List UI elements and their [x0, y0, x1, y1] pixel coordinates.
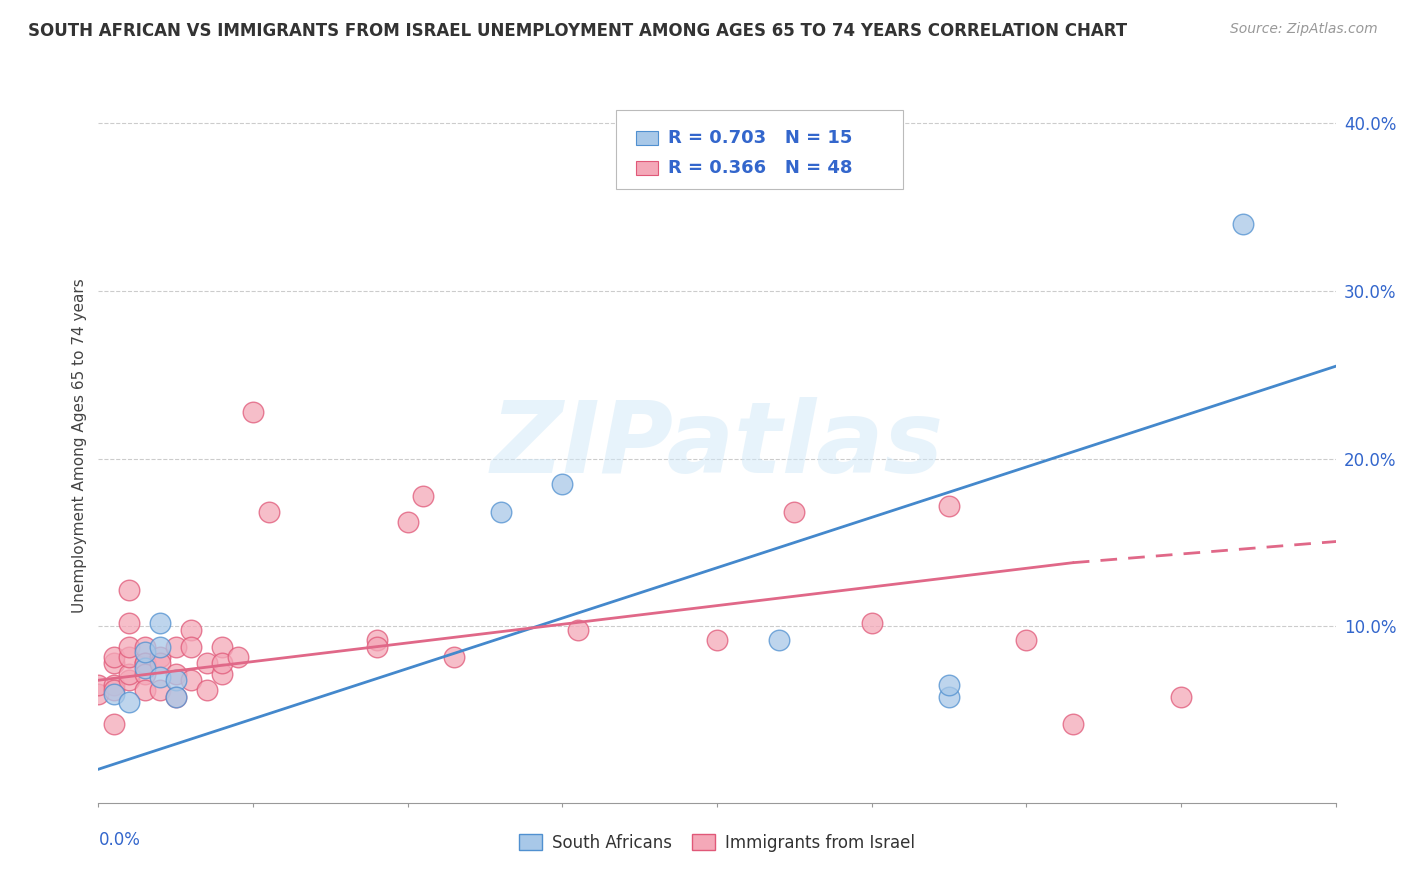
Point — [134, 666, 156, 681]
Point — [396, 516, 419, 530]
Point — [118, 695, 141, 709]
Point — [118, 640, 141, 654]
Point — [180, 640, 202, 654]
Point — [366, 640, 388, 654]
Point — [134, 661, 156, 675]
Point — [938, 499, 960, 513]
Text: R = 0.366   N = 48: R = 0.366 N = 48 — [668, 159, 852, 177]
Point — [768, 632, 790, 647]
Point — [783, 505, 806, 519]
Point — [165, 666, 187, 681]
Point — [134, 657, 156, 671]
Point — [860, 616, 883, 631]
Point — [706, 632, 728, 647]
Point — [134, 645, 156, 659]
Point — [149, 640, 172, 654]
Point — [118, 616, 141, 631]
Point — [211, 640, 233, 654]
Point — [165, 690, 187, 704]
Point — [257, 505, 280, 519]
Text: SOUTH AFRICAN VS IMMIGRANTS FROM ISRAEL UNEMPLOYMENT AMONG AGES 65 TO 74 YEARS C: SOUTH AFRICAN VS IMMIGRANTS FROM ISRAEL … — [28, 22, 1128, 40]
Point — [489, 505, 512, 519]
Point — [87, 687, 110, 701]
Point — [180, 623, 202, 637]
Legend: South Africans, Immigrants from Israel: South Africans, Immigrants from Israel — [512, 828, 922, 859]
Point — [103, 717, 125, 731]
Text: 0.0%: 0.0% — [98, 831, 141, 849]
Point — [211, 657, 233, 671]
Point — [165, 640, 187, 654]
Point — [1170, 690, 1192, 704]
Point — [149, 649, 172, 664]
Point — [242, 404, 264, 418]
Y-axis label: Unemployment Among Ages 65 to 74 years: Unemployment Among Ages 65 to 74 years — [72, 278, 87, 614]
Text: ZIPatlas: ZIPatlas — [491, 398, 943, 494]
Point — [134, 657, 156, 671]
Point — [195, 657, 218, 671]
Point — [211, 666, 233, 681]
Point — [180, 673, 202, 688]
Point — [1062, 717, 1084, 731]
Point — [412, 489, 434, 503]
Point — [118, 649, 141, 664]
Point — [443, 649, 465, 664]
Point — [1015, 632, 1038, 647]
Point — [165, 673, 187, 688]
Point — [103, 678, 125, 692]
Point — [134, 683, 156, 698]
Point — [87, 678, 110, 692]
Point — [165, 690, 187, 704]
Text: Source: ZipAtlas.com: Source: ZipAtlas.com — [1230, 22, 1378, 37]
Point — [195, 683, 218, 698]
Point — [366, 632, 388, 647]
Point — [118, 673, 141, 688]
Point — [149, 670, 172, 684]
Point — [118, 666, 141, 681]
Point — [226, 649, 249, 664]
Point — [103, 649, 125, 664]
Point — [1232, 217, 1254, 231]
Point — [551, 476, 574, 491]
Point — [103, 687, 125, 701]
Point — [149, 616, 172, 631]
Point — [118, 582, 141, 597]
Point — [938, 690, 960, 704]
Point — [103, 657, 125, 671]
Point — [938, 678, 960, 692]
Point — [149, 657, 172, 671]
Point — [567, 623, 589, 637]
Text: R = 0.703   N = 15: R = 0.703 N = 15 — [668, 129, 852, 147]
Point — [103, 683, 125, 698]
Point — [149, 683, 172, 698]
Point — [134, 640, 156, 654]
